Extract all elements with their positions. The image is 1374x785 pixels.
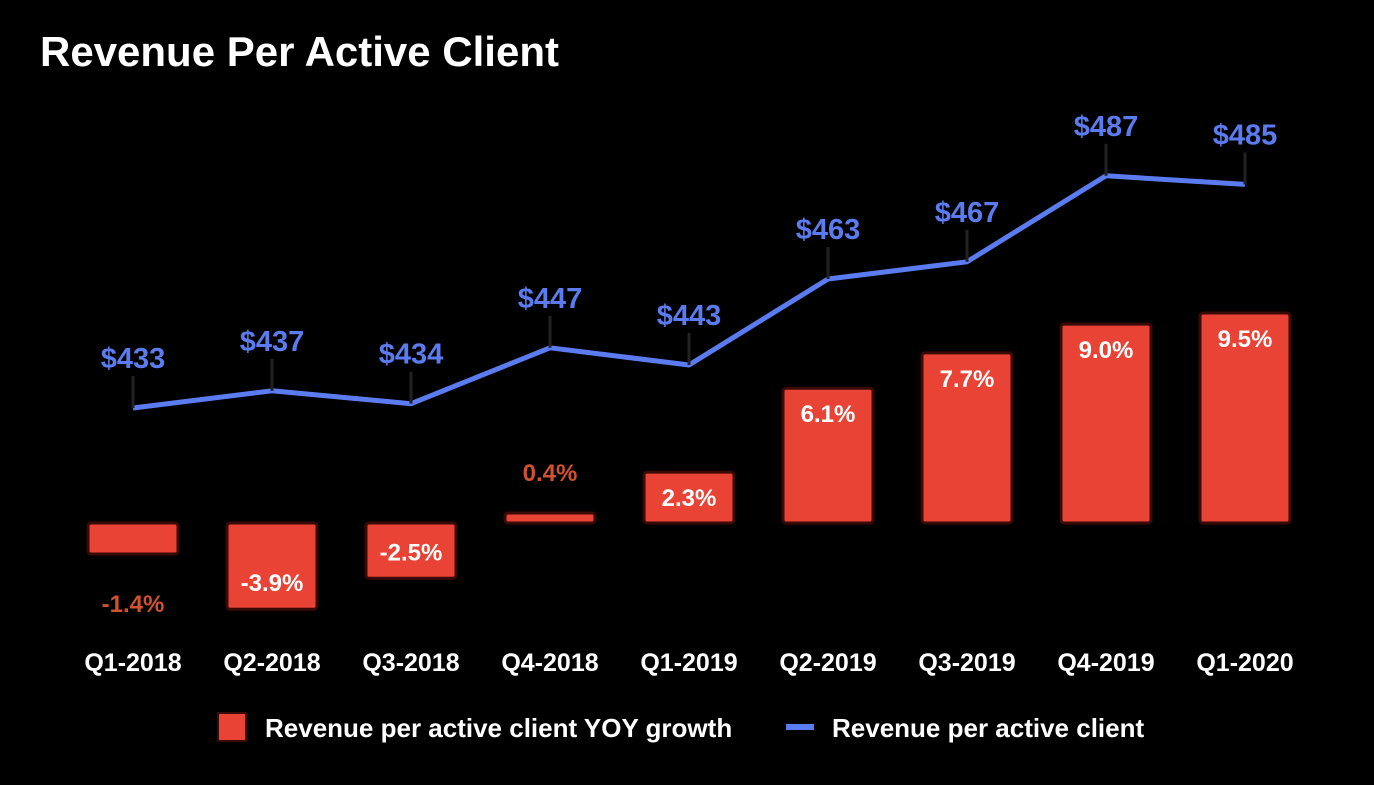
bar-label: 0.4% xyxy=(523,460,578,487)
line-label: $437 xyxy=(240,326,305,358)
line-label: $447 xyxy=(518,283,583,315)
line-label: $434 xyxy=(379,339,444,371)
bar-Q1-2019 xyxy=(642,470,736,525)
x-tick-label: Q2-2019 xyxy=(779,649,876,677)
bar-Q2-2019 xyxy=(781,386,875,525)
bar-Q1-2020 xyxy=(1198,311,1292,525)
x-tick-label: Q1-2020 xyxy=(1196,649,1293,677)
line-label: $433 xyxy=(101,343,166,375)
x-tick-label: Q2-2018 xyxy=(223,649,320,677)
legend-line-swatch xyxy=(786,724,814,730)
line-label: $443 xyxy=(657,300,722,332)
bar-label: 2.3% xyxy=(662,485,717,512)
chart-title: Revenue Per Active Client xyxy=(40,28,559,75)
bar-label: 7.7% xyxy=(940,366,995,393)
bar-label: 6.1% xyxy=(801,401,856,428)
bar-label: 9.5% xyxy=(1218,326,1273,353)
line-label: $463 xyxy=(796,214,861,246)
bar-Q3-2019 xyxy=(920,351,1014,525)
legend-line-label: Revenue per active client xyxy=(832,713,1144,743)
bar-label: 9.0% xyxy=(1079,337,1134,364)
x-tick-label: Q4-2018 xyxy=(501,649,598,677)
bar-Q3-2018 xyxy=(364,521,458,580)
bar-label: -2.5% xyxy=(380,539,443,566)
bar-Q2-2018 xyxy=(225,521,319,611)
line-label: $467 xyxy=(935,197,1000,229)
x-tick-label: Q1-2018 xyxy=(84,649,181,677)
legend-bar-swatch xyxy=(217,712,247,742)
x-tick-label: Q1-2019 xyxy=(640,649,737,677)
legend-bar-label: Revenue per active client YOY growth xyxy=(265,713,732,743)
line-label: $487 xyxy=(1074,111,1139,143)
x-tick-label: Q3-2019 xyxy=(918,649,1015,677)
bar-Q4-2019 xyxy=(1059,322,1153,525)
x-tick-label: Q4-2019 xyxy=(1057,649,1154,677)
x-tick-label: Q3-2018 xyxy=(362,649,459,677)
bar-label: -1.4% xyxy=(102,591,165,618)
bar-label: -3.9% xyxy=(241,570,304,597)
bar-Q4-2018 xyxy=(503,511,597,525)
line-label: $485 xyxy=(1213,119,1278,151)
bar-Q1-2018 xyxy=(86,521,180,556)
